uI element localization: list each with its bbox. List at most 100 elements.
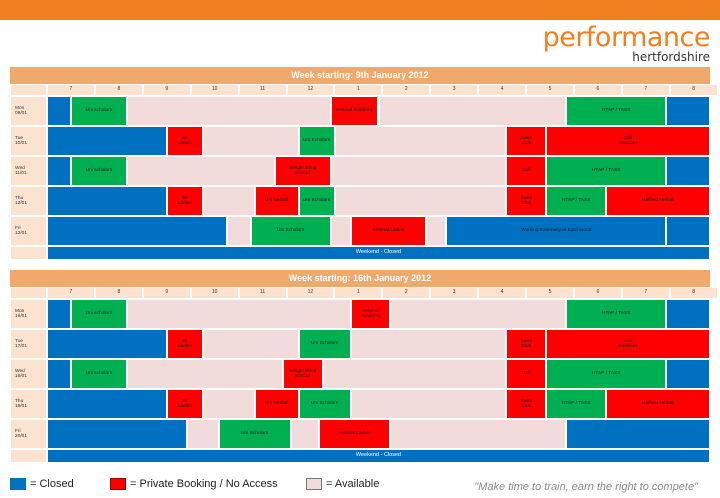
hour-header: 7 <box>47 287 95 299</box>
available-slot[interactable] <box>202 126 299 156</box>
available-slot[interactable] <box>330 156 507 186</box>
session-slot[interactable]: HTAP / TASS <box>566 299 667 329</box>
brand-logo: performance hertfordshire <box>543 24 711 64</box>
closed-slot <box>666 96 710 126</box>
private-booking[interactable]: Hatfield Netball <box>606 389 710 419</box>
session-slot[interactable]: Uni scholars <box>70 96 127 126</box>
available-slot[interactable] <box>126 156 275 186</box>
private-booking[interactable]: Arsenal Academy <box>350 299 391 329</box>
hour-header: 7 <box>47 84 95 96</box>
hour-header: 8 <box>94 84 143 96</box>
closed-slot <box>47 216 227 246</box>
hour-header: 6 <box>573 84 622 96</box>
motto-quote: "Make time to train, earn the right to c… <box>474 481 698 493</box>
hour-header: 7 <box>621 287 670 299</box>
closed-slot <box>47 156 71 186</box>
available-slot[interactable] <box>322 359 507 389</box>
available-slot[interactable] <box>426 216 447 246</box>
week-title: Week starting: 9th January 2012 <box>10 67 710 84</box>
header-corner <box>10 287 47 299</box>
closed-slot: Working Externally at Batchwood <box>446 216 667 246</box>
private-booking[interactable]: Arsenal Academy <box>330 96 379 126</box>
closed-slot <box>47 126 167 156</box>
day-label: Tue 17/01 <box>10 329 47 359</box>
private-booking[interactable]: Swim Club <box>506 329 547 359</box>
week-schedule-2: Week starting: 16th January 2012 7 8 9 10 11… <box>10 270 718 468</box>
weekend-closed-bar: Weekend - Closed <box>47 449 710 463</box>
day-label: Fri 13/01 <box>10 216 47 246</box>
session-slot[interactable]: HTAP / TASS <box>546 389 607 419</box>
available-slot[interactable] <box>334 186 507 216</box>
private-booking[interactable]: Uni Netball <box>254 186 299 216</box>
available-slot[interactable] <box>126 299 351 329</box>
available-slot[interactable] <box>350 329 507 359</box>
closed-slot <box>47 186 167 216</box>
private-booking[interactable]: Swim Club <box>506 389 547 419</box>
session-slot[interactable]: Uni Scholars <box>298 126 335 156</box>
available-slot[interactable] <box>186 419 219 449</box>
private-booking[interactable]: Swim Club <box>506 186 547 216</box>
weekend-label-cell <box>10 449 47 463</box>
session-slot[interactable]: Uni scholars <box>70 359 127 389</box>
weekend-label-cell <box>10 246 47 260</box>
hour-header: 1 <box>334 84 383 96</box>
day-label: Fri 20/01 <box>10 419 47 449</box>
hour-header: 11 <box>238 84 287 96</box>
hour-header: 3 <box>430 287 479 299</box>
available-slot[interactable] <box>226 216 251 246</box>
private-booking[interactable]: Sit Ladies <box>166 329 203 359</box>
private-booking[interactable]: Weight lifting Soccer <box>282 359 323 389</box>
session-slot[interactable]: Uni Scholars <box>250 216 331 246</box>
session-slot[interactable]: HTAP / TASS <box>546 186 607 216</box>
day-label: Mon 09/01 <box>10 96 47 126</box>
private-booking[interactable]: Swim Club <box>506 126 547 156</box>
available-slot[interactable] <box>202 329 299 359</box>
available-slot[interactable] <box>350 389 507 419</box>
session-slot[interactable]: Uni Scholars <box>298 329 351 359</box>
hour-header: 12 <box>286 287 335 299</box>
private-booking[interactable]: Weight lifting Soccer <box>274 156 331 186</box>
available-slot[interactable] <box>126 359 283 389</box>
hour-header: 9 <box>142 84 191 96</box>
available-slot[interactable] <box>126 96 331 126</box>
session-slot[interactable]: HTAP / TASS <box>566 96 667 126</box>
available-slot[interactable] <box>334 126 507 156</box>
session-slot[interactable]: HTAP / TASS <box>546 156 667 186</box>
private-booking[interactable]: Golf <box>506 156 547 186</box>
available-slot[interactable] <box>378 96 567 126</box>
day-label: Wed 18/01 <box>10 359 47 389</box>
private-booking[interactable]: Arsenal Ladies <box>318 419 391 449</box>
private-booking[interactable]: Hatfield Netball <box>606 186 710 216</box>
session-slot[interactable]: HTAP / TASS <box>546 359 667 389</box>
session-slot[interactable]: Uni Scholars <box>218 419 291 449</box>
session-slot[interactable]: Uni Scholars <box>298 186 335 216</box>
closed-slot <box>47 389 167 419</box>
private-booking[interactable]: Golf Sessions <box>546 126 710 156</box>
private-booking[interactable]: Sit Ladies <box>166 126 203 156</box>
session-slot[interactable]: Uni Scholars <box>298 389 351 419</box>
available-slot[interactable] <box>202 186 255 216</box>
available-slot[interactable] <box>330 216 351 246</box>
private-booking[interactable]: Arsenal Ladies <box>350 216 427 246</box>
private-booking[interactable]: Sit Ladies <box>166 186 203 216</box>
available-slot[interactable] <box>202 389 255 419</box>
closed-slot <box>47 359 71 389</box>
private-booking[interactable]: Sit Ladies <box>166 389 203 419</box>
available-slot[interactable] <box>390 419 567 449</box>
closed-slot <box>47 299 71 329</box>
hour-header: 8 <box>669 84 718 96</box>
available-slot[interactable] <box>290 419 319 449</box>
week-title: Week starting: 16th January 2012 <box>10 270 710 287</box>
day-label: Mon 16/01 <box>10 299 47 329</box>
closed-swatch <box>10 478 26 490</box>
closed-slot <box>566 419 710 449</box>
top-banner <box>0 0 720 20</box>
private-booking[interactable]: Golf <box>506 359 547 389</box>
private-booking[interactable]: Golf Sessions <box>546 329 710 359</box>
day-label: Thu 12/01 <box>10 186 47 216</box>
hour-header: 7 <box>621 84 670 96</box>
session-slot[interactable]: Uni scholars <box>70 156 127 186</box>
available-slot[interactable] <box>390 299 567 329</box>
session-slot[interactable]: Uni scholars <box>70 299 127 329</box>
private-booking[interactable]: Uni Netball <box>254 389 299 419</box>
